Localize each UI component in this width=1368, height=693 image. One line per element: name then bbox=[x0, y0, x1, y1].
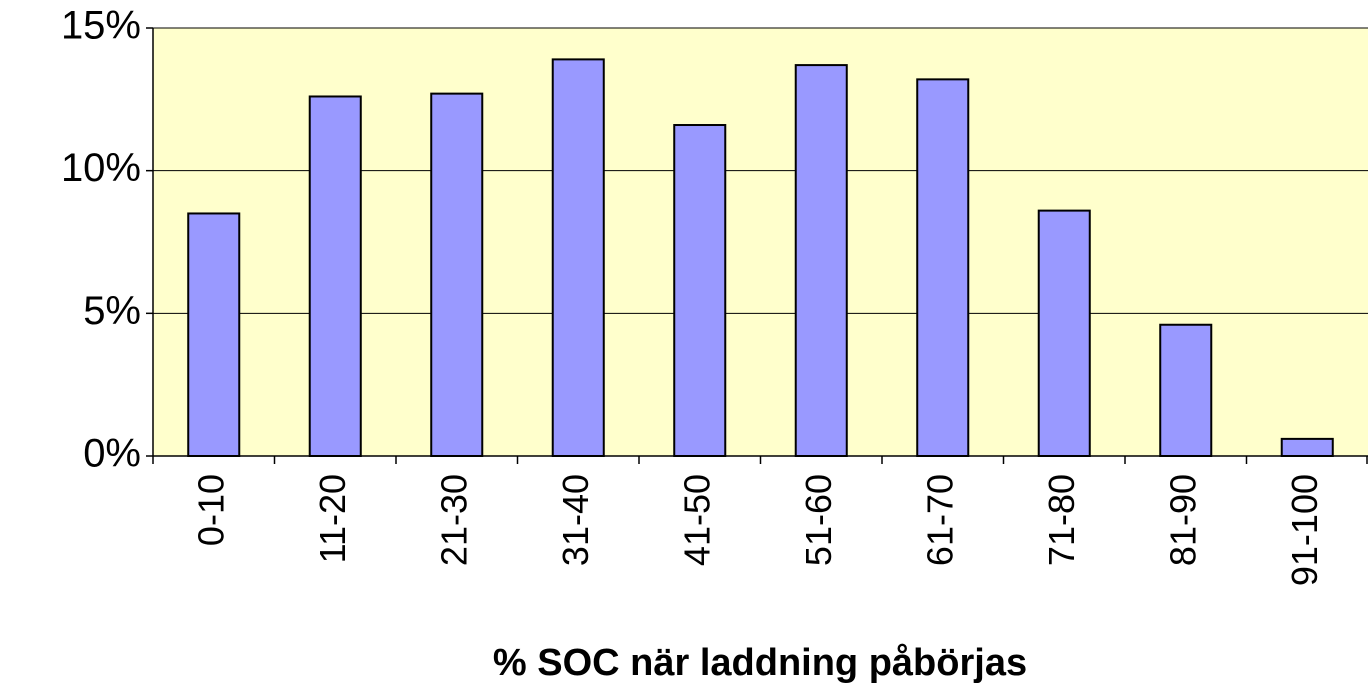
bar bbox=[794, 64, 848, 458]
x-tick-label: 61-70 bbox=[919, 474, 960, 566]
x-axis-label: % SOC när laddning påbörjas bbox=[493, 642, 1027, 684]
bar bbox=[673, 124, 727, 457]
bar bbox=[551, 58, 605, 458]
x-tick-label: 0-10 bbox=[190, 474, 231, 546]
bar bbox=[916, 78, 970, 458]
x-tick-label: 41-50 bbox=[676, 474, 717, 566]
y-tick-label: 10% bbox=[61, 146, 141, 190]
bar bbox=[1037, 209, 1091, 457]
bar bbox=[1159, 323, 1213, 457]
bar bbox=[1280, 437, 1334, 458]
y-tick-label: 15% bbox=[61, 4, 141, 48]
x-tick-label: 91-100 bbox=[1284, 474, 1325, 586]
y-tick-label: 5% bbox=[83, 289, 141, 333]
x-tick-label: 71-80 bbox=[1041, 474, 1082, 566]
x-tick-label: 21-30 bbox=[433, 474, 474, 566]
bar bbox=[430, 92, 484, 457]
x-tick-label: 11-20 bbox=[312, 474, 353, 563]
y-tick-label: 0% bbox=[83, 432, 141, 476]
x-tick-label: 51-60 bbox=[798, 474, 839, 566]
bar bbox=[308, 95, 362, 457]
x-tick-label: 81-90 bbox=[1162, 474, 1203, 566]
bar bbox=[187, 212, 241, 457]
x-tick-label: 31-40 bbox=[555, 474, 596, 566]
